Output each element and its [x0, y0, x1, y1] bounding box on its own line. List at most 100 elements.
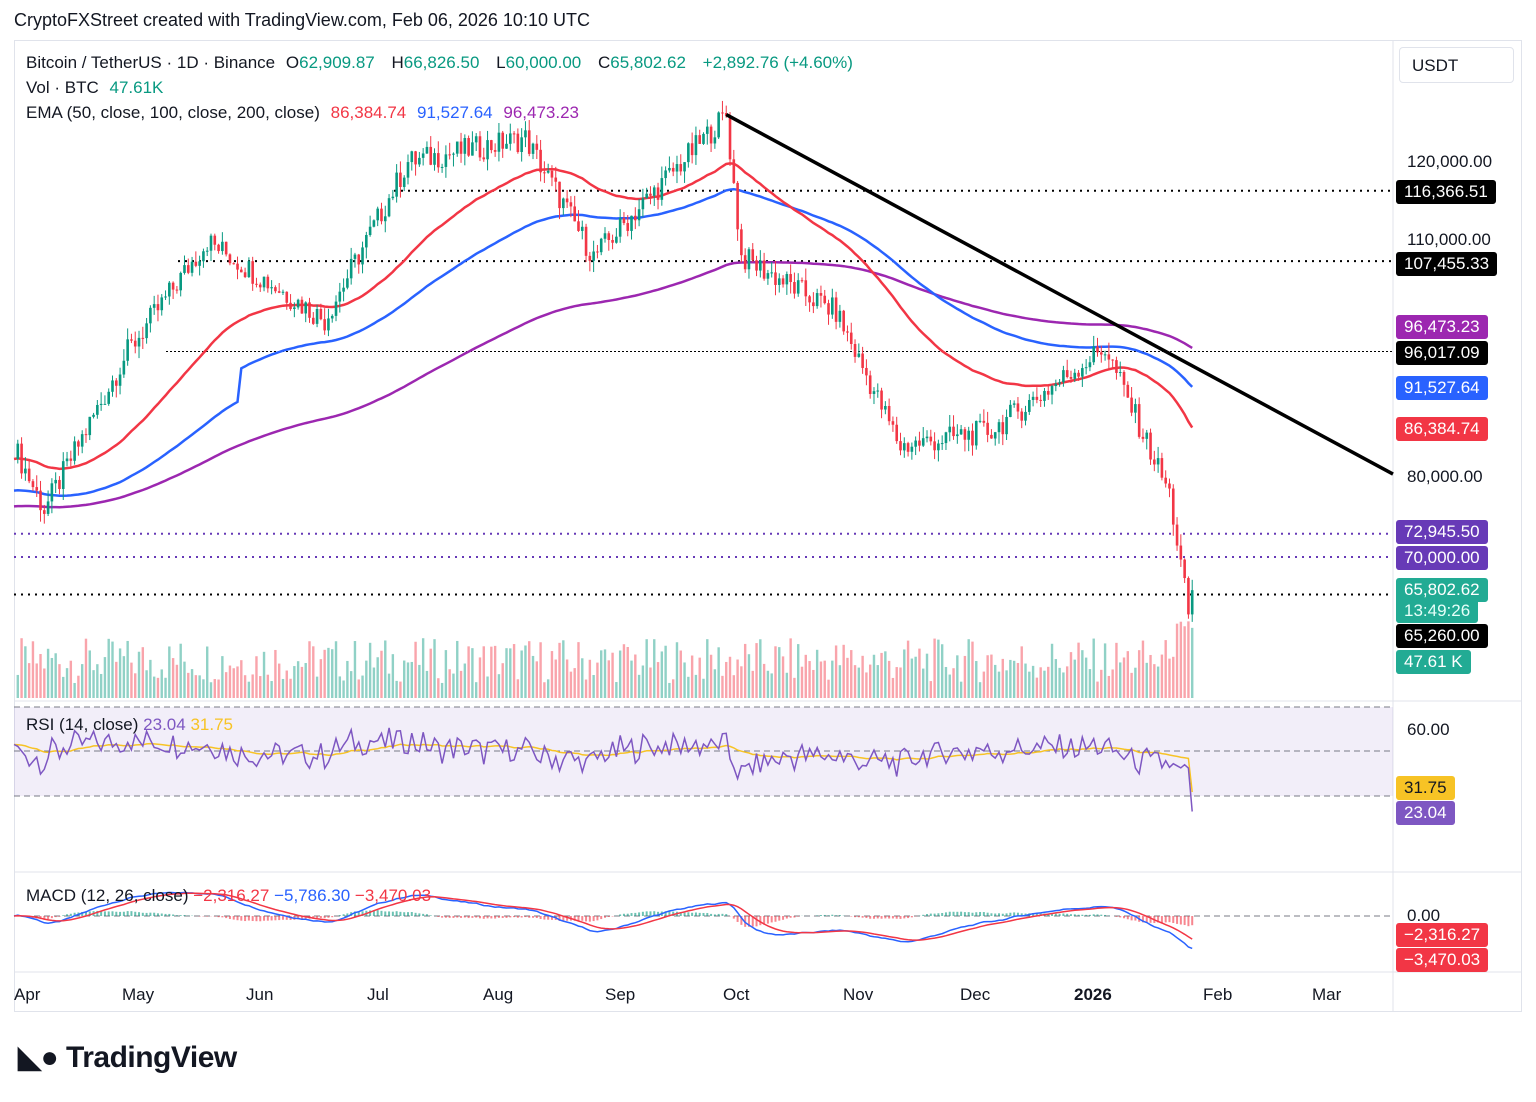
candle-body — [982, 420, 986, 423]
candle-body — [486, 140, 489, 160]
low-value: 60,000.00 — [505, 53, 582, 72]
macd-histogram-bar — [520, 916, 523, 918]
volume-bar — [1069, 652, 1073, 698]
volume-bar — [58, 664, 61, 698]
candle-body — [516, 133, 520, 153]
macd-histogram-bar — [172, 914, 175, 916]
macd-histogram-bar — [653, 911, 656, 916]
volume-bar — [1005, 670, 1008, 698]
price-label: 86,384.74 — [1396, 417, 1488, 441]
candle-body — [266, 276, 270, 289]
macd-histogram-bar — [1016, 912, 1019, 916]
volume-bar — [202, 679, 205, 698]
macd-histogram-bar — [1168, 916, 1171, 923]
volume-bar — [808, 661, 811, 698]
macd-histogram-bar — [130, 911, 133, 916]
macd-histogram-bar — [380, 910, 383, 916]
macd-histogram-bar — [562, 916, 565, 921]
macd-histogram-bar — [372, 910, 375, 916]
candle-body — [1156, 458, 1160, 465]
candle-body — [785, 274, 789, 285]
candle-body — [868, 375, 872, 394]
candle-body — [402, 177, 406, 188]
volume-bar — [937, 639, 940, 698]
volume-bar — [800, 666, 804, 698]
volume-bar — [603, 649, 607, 698]
volume-bar — [584, 679, 588, 698]
macd-histogram-bar — [353, 911, 356, 916]
macd-histogram-bar — [1164, 916, 1167, 923]
candle-body — [959, 429, 963, 435]
macd-histogram-bar — [577, 916, 580, 922]
macd-histogram-bar — [782, 916, 785, 920]
volume-bar — [687, 676, 690, 698]
macd-histogram-bar — [1009, 912, 1012, 916]
volume-bar — [266, 674, 270, 698]
volume-bar — [1119, 662, 1122, 698]
volume-bar — [331, 649, 334, 698]
macd-histogram-bar — [391, 911, 394, 916]
volume-bar — [270, 681, 273, 698]
macd-histogram-bar — [1176, 916, 1179, 924]
volume-bar — [444, 650, 448, 698]
macd-histogram-bar — [1119, 916, 1122, 918]
candle-body — [626, 223, 630, 231]
volume-bar — [664, 645, 667, 698]
volume-bar — [516, 679, 520, 698]
volume-bar — [713, 669, 717, 698]
macd-histogram-bar — [645, 911, 648, 916]
volume-bar — [660, 651, 664, 698]
volume-bar — [940, 644, 944, 698]
candle-body — [1122, 372, 1126, 385]
volume-bar — [134, 673, 137, 698]
candle-body — [1160, 458, 1164, 478]
candle-body — [387, 198, 391, 217]
macd-histogram-bar — [725, 914, 728, 916]
candle-body — [660, 178, 664, 200]
volume-bar — [357, 679, 360, 698]
macd-histogram-bar — [255, 916, 258, 922]
volume-bar — [876, 665, 879, 698]
candle-body — [247, 261, 251, 278]
volume-bar — [834, 645, 838, 698]
volume-bar — [702, 678, 705, 698]
candle-body — [61, 461, 65, 489]
volume-bar — [868, 664, 872, 698]
macd-histogram-bar — [509, 916, 512, 918]
candle-body — [217, 244, 220, 252]
candle-body — [35, 487, 39, 491]
candle-body — [652, 187, 656, 196]
volume-bar — [179, 643, 182, 698]
tradingview-logo: ◣● TradingView — [18, 1041, 237, 1074]
macd-histogram-bar — [944, 912, 947, 916]
macd-signal-line — [13, 892, 1193, 941]
candle-body — [372, 220, 376, 227]
candle-body — [421, 153, 425, 158]
macd-histogram-bar — [785, 916, 788, 919]
macd-histogram-bar — [444, 916, 447, 918]
currency-button[interactable]: USDT — [1399, 47, 1514, 83]
macd-histogram-bar — [1179, 916, 1182, 925]
volume-bar — [634, 654, 637, 698]
candle-body — [1081, 368, 1084, 377]
candle-body — [255, 283, 258, 285]
macd-histogram-bar — [81, 911, 84, 916]
volume-bar — [380, 650, 383, 698]
volume-bar — [418, 664, 421, 698]
candle-body — [444, 154, 448, 167]
macd-histogram-bar — [702, 912, 705, 916]
rsi-value: 23.04 — [143, 715, 186, 734]
macd-histogram-bar — [1062, 913, 1065, 916]
volume-bar — [1137, 650, 1141, 698]
macd-histogram-bar — [793, 916, 796, 918]
macd-histogram-bar — [467, 916, 470, 919]
candle-body — [709, 126, 713, 144]
volume-bar — [255, 656, 258, 698]
candle-body — [304, 302, 308, 314]
macd-histogram-bar — [963, 912, 966, 916]
volume-bar — [1149, 654, 1152, 698]
volume-bar — [312, 646, 315, 698]
volume-bar — [1096, 681, 1099, 698]
volume-bar — [812, 669, 815, 698]
